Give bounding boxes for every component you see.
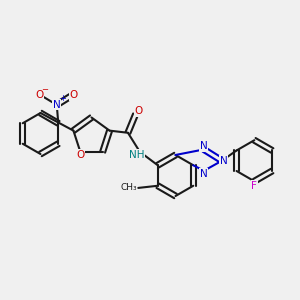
Text: O: O xyxy=(35,90,43,100)
Text: N: N xyxy=(200,141,208,152)
Text: O: O xyxy=(134,106,142,116)
Text: CH₃: CH₃ xyxy=(120,183,137,192)
Text: N: N xyxy=(53,100,61,110)
Text: N: N xyxy=(220,156,227,166)
Text: N: N xyxy=(200,169,208,179)
Text: F: F xyxy=(251,181,257,191)
Text: O: O xyxy=(70,90,78,100)
Text: −: − xyxy=(41,85,48,94)
Text: +: + xyxy=(59,94,66,103)
Text: NH: NH xyxy=(129,150,145,160)
Text: O: O xyxy=(76,150,85,160)
